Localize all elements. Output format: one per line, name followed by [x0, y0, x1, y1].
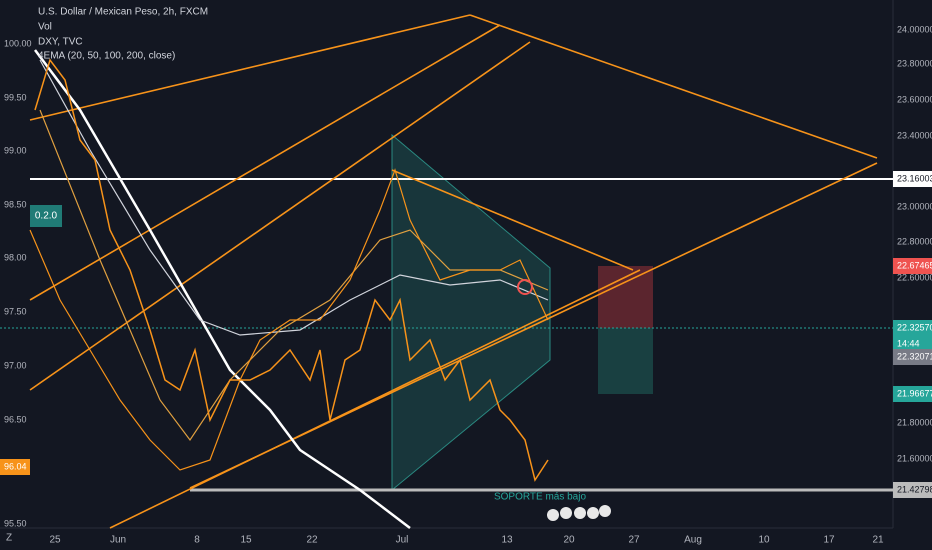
right-tick-label: 22.67465 [897, 260, 932, 270]
right-tick-label: 23.60000 [897, 94, 932, 104]
time-tick-label: 8 [194, 535, 200, 546]
ema-100 [39, 59, 549, 336]
price-tag [893, 349, 932, 365]
price-tag [893, 320, 932, 336]
stop-zone [598, 266, 653, 328]
ema-50 [39, 109, 549, 442]
ema-200 [34, 49, 411, 529]
right-tick-label: 23.00000 [897, 201, 932, 211]
time-tick-label: 13 [501, 535, 513, 546]
right-tick-label: 21.80000 [897, 417, 932, 427]
right-tick-label: 22.60000 [897, 272, 932, 282]
price-tag [893, 171, 932, 187]
price-tag [893, 482, 932, 498]
right-tick-label: 23.80000 [897, 58, 932, 68]
badge-box [30, 205, 62, 227]
pattern-zone [391, 133, 551, 492]
corner: Z [6, 533, 12, 544]
dxy-line [34, 58, 549, 482]
right-tick-label: 21.42798 [897, 484, 932, 494]
left-tick-label: 98.50 [4, 199, 27, 209]
left-tick-label: 95.50 [4, 518, 27, 528]
left-tick-label: 99.00 [4, 145, 27, 155]
right-tick-label: 23.40000 [897, 130, 932, 140]
price-tag [893, 336, 932, 352]
marker-circle [517, 279, 533, 295]
time-tick-label: Jul [396, 535, 409, 546]
right-tick-label: 23.16003 [897, 173, 932, 183]
header-symbol: U.S. Dollar / Mexican Peso, 2h, FXCM [38, 7, 208, 18]
time-tick-label: 17 [823, 535, 835, 546]
event-icons [547, 505, 611, 521]
header-indicator: 4EMA (20, 50, 100, 200, close) [38, 51, 175, 62]
right-tick-label: 21.60000 [897, 453, 932, 463]
time-tick-label: 22 [306, 535, 318, 546]
right-tick-label: 22.80000 [897, 236, 932, 246]
target-zone [598, 328, 653, 394]
left-tick-label: 100.00 [4, 38, 32, 48]
left-tick-label: 96.04 [4, 461, 27, 471]
price-tag [0, 459, 30, 475]
left-tick-label: 97.50 [4, 306, 27, 316]
header-compare: DXY, TVC [38, 37, 83, 48]
badge: 0.2.0 [35, 211, 58, 222]
time-tick-label: 10 [758, 535, 770, 546]
right-tick-label: 21.96677 [897, 388, 932, 398]
time-tick-label: 27 [628, 535, 640, 546]
left-tick-label: 96.50 [4, 414, 27, 424]
left-tick-label: 99.50 [4, 92, 27, 102]
left-tick-label: 98.00 [4, 252, 27, 262]
time-tick-label: 25 [49, 535, 61, 546]
header-volume: Vol [38, 22, 52, 33]
annotation: SOPORTE más bajo [494, 492, 587, 503]
right-tick-label: 22.32570 [897, 322, 932, 332]
time-tick-label: 15 [240, 535, 252, 546]
time-tick-label: Jun [110, 535, 126, 546]
right-tick-label: 14:44 [897, 338, 920, 348]
price-path [29, 168, 549, 471]
right-tick-label: 22.32071 [897, 351, 932, 361]
price-tag [893, 258, 932, 274]
left-tick-label: 97.00 [4, 360, 27, 370]
right-tick-label: 24.00000 [897, 24, 932, 34]
time-tick-label: Aug [684, 535, 702, 546]
time-tick-label: 20 [563, 535, 575, 546]
price-tag [893, 386, 932, 402]
right-axis-area [893, 0, 932, 550]
time-tick-label: 21 [872, 535, 884, 546]
trendlines [29, 14, 878, 529]
